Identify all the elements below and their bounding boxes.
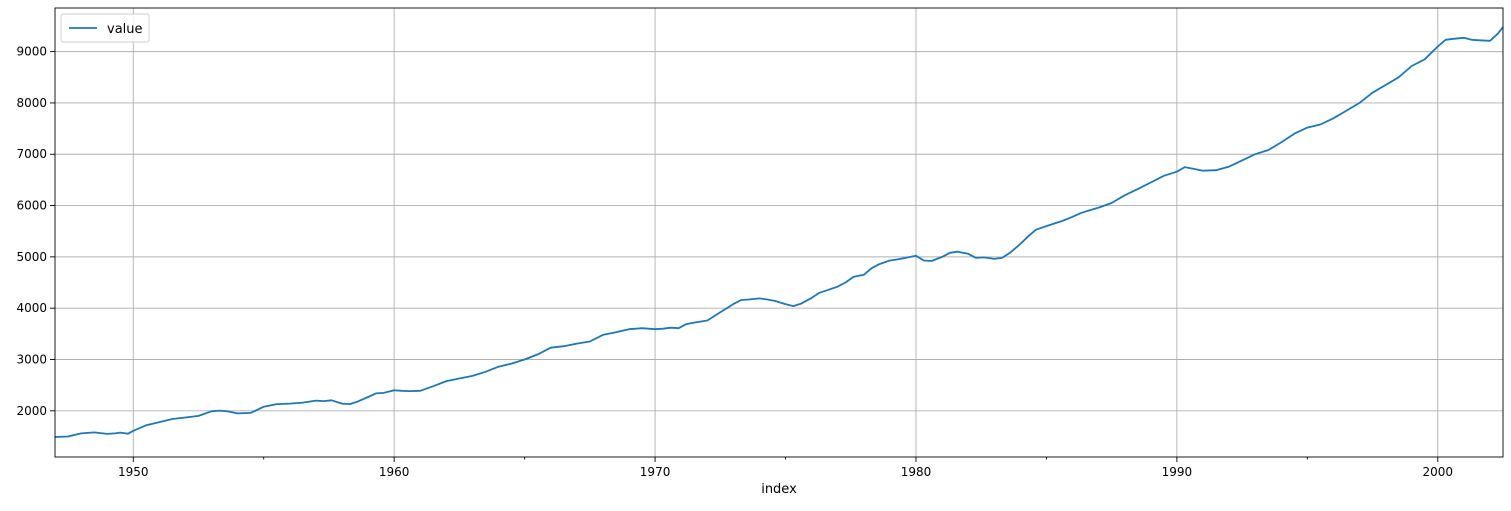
y-tick-label: 5000 [16, 250, 47, 264]
x-grid-lines [132, 8, 1439, 457]
x-tick-label: 1980 [901, 465, 932, 479]
y-tick-label: 8000 [16, 96, 47, 110]
y-tick-label: 2000 [16, 404, 47, 418]
y-tick-label: 6000 [16, 199, 47, 213]
legend-box [60, 13, 150, 43]
plot-frame [54, 7, 1504, 458]
y-grid-lines [55, 51, 1503, 412]
series-line-value [54, 26, 1504, 438]
series-layer [54, 26, 1504, 438]
y-tick-label: 7000 [16, 147, 47, 161]
x-tick-label: 2000 [1423, 465, 1454, 479]
x-axis-label: index [761, 482, 797, 497]
x-tick-label: 1990 [1162, 465, 1193, 479]
x-axis: 1950 1960 1970 1980 1990 2000 [118, 457, 1453, 479]
y-tick-label: 3000 [16, 353, 47, 367]
legend-label-value: value [107, 22, 143, 37]
legend: value [60, 13, 150, 43]
x-tick-label: 1970 [640, 465, 671, 479]
y-tick-label: 9000 [16, 45, 47, 59]
x-tick-label: 1950 [118, 465, 149, 479]
x-tick-label: 1960 [379, 465, 410, 479]
y-axis: 2000 3000 4000 5000 6000 7000 8000 9000 [16, 45, 55, 418]
y-tick-label: 4000 [16, 301, 47, 315]
